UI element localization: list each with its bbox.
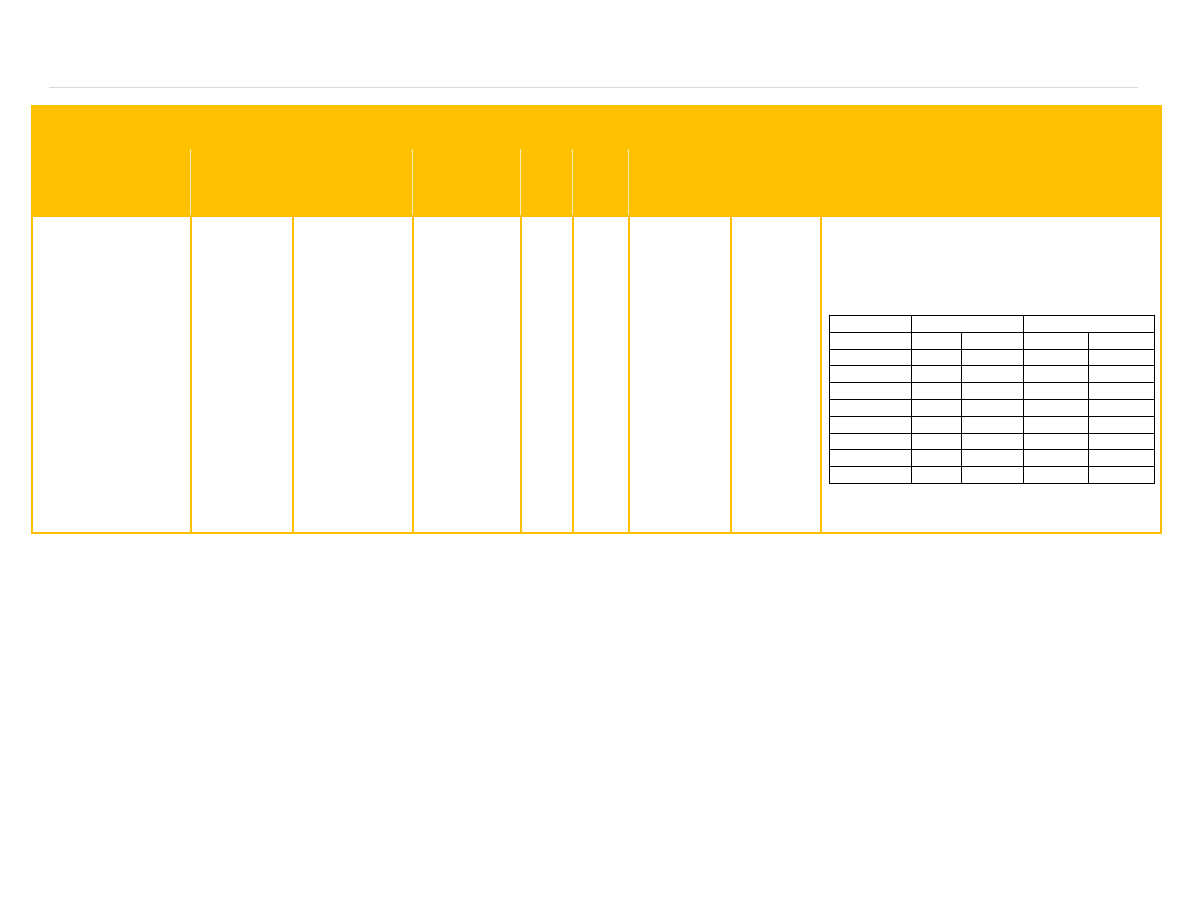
nested-table-cell — [829, 382, 912, 400]
nested-table-cell — [1088, 415, 1155, 434]
table-row — [33, 215, 1160, 532]
nested-table-cell — [829, 449, 912, 468]
nested-table-cell — [911, 415, 962, 434]
nested-table-cell — [829, 331, 912, 350]
nested-table-cell — [911, 348, 962, 367]
nested-table-cell — [829, 365, 912, 384]
nested-table-cell — [961, 415, 1024, 434]
nested-table-cell — [1088, 382, 1155, 400]
header-divider — [190, 149, 191, 215]
nested-table-cell — [1023, 466, 1089, 484]
nested-table-cell — [1088, 432, 1155, 451]
nested-table-cell — [1088, 466, 1155, 484]
header-divider — [520, 149, 521, 215]
nested-table-row — [829, 466, 1155, 484]
nested-table-cell — [1023, 398, 1089, 417]
nested-table-row — [829, 432, 1155, 451]
nested-table-cell — [1023, 315, 1155, 333]
nested-table-cell — [961, 382, 1024, 400]
column-divider — [190, 217, 192, 532]
nested-table-cell — [911, 331, 962, 350]
table-header-band — [33, 107, 1160, 215]
nested-table-cell — [961, 432, 1024, 451]
nested-table-row — [829, 348, 1155, 367]
nested-table-cell — [829, 415, 912, 434]
nested-table-cell — [961, 348, 1024, 367]
column-divider — [730, 217, 732, 532]
column-divider — [572, 217, 574, 532]
top-rule — [49, 87, 1138, 88]
column-divider — [412, 217, 414, 532]
header-divider — [412, 149, 413, 215]
column-divider — [520, 217, 522, 532]
nested-table-cell — [911, 315, 1024, 333]
nested-table-cell — [961, 398, 1024, 417]
nested-data-table — [829, 315, 1155, 484]
nested-table-cell — [1088, 348, 1155, 367]
nested-table-cell — [1023, 449, 1089, 468]
nested-table-cell — [1023, 432, 1089, 451]
nested-table-cell — [829, 315, 912, 333]
column-divider — [292, 217, 294, 532]
nested-table-cell — [1088, 449, 1155, 468]
nested-table-row — [829, 315, 1155, 333]
nested-table-cell — [1023, 348, 1089, 367]
nested-table-cell — [911, 449, 962, 468]
nested-table-cell — [829, 432, 912, 451]
nested-table-cell — [1088, 398, 1155, 417]
main-table — [31, 105, 1162, 534]
nested-table-cell — [1023, 415, 1089, 434]
nested-table-cell — [1023, 365, 1089, 384]
nested-table-cell — [1023, 382, 1089, 400]
nested-table-cell — [961, 331, 1024, 350]
nested-table-cell — [911, 432, 962, 451]
header-divider — [628, 149, 629, 215]
nested-table-row — [829, 398, 1155, 417]
column-divider — [628, 217, 630, 532]
nested-table-cell — [1088, 331, 1155, 350]
nested-table-cell — [961, 365, 1024, 384]
column-divider — [820, 217, 822, 532]
nested-table-row — [829, 449, 1155, 468]
nested-table-cell — [829, 466, 912, 484]
nested-table-cell — [1023, 331, 1089, 350]
nested-table-cell — [911, 398, 962, 417]
nested-table-cell — [1088, 365, 1155, 384]
nested-table-cell — [961, 449, 1024, 468]
nested-table-row — [829, 365, 1155, 384]
nested-table-row — [829, 331, 1155, 350]
header-divider — [572, 149, 573, 215]
nested-table-cell — [961, 466, 1024, 484]
nested-table-row — [829, 382, 1155, 400]
nested-table-cell — [911, 382, 962, 400]
nested-table-cell — [829, 348, 912, 367]
nested-table-cell — [911, 466, 962, 484]
nested-table-cell — [829, 398, 912, 417]
nested-table-row — [829, 415, 1155, 434]
nested-table-cell — [911, 365, 962, 384]
